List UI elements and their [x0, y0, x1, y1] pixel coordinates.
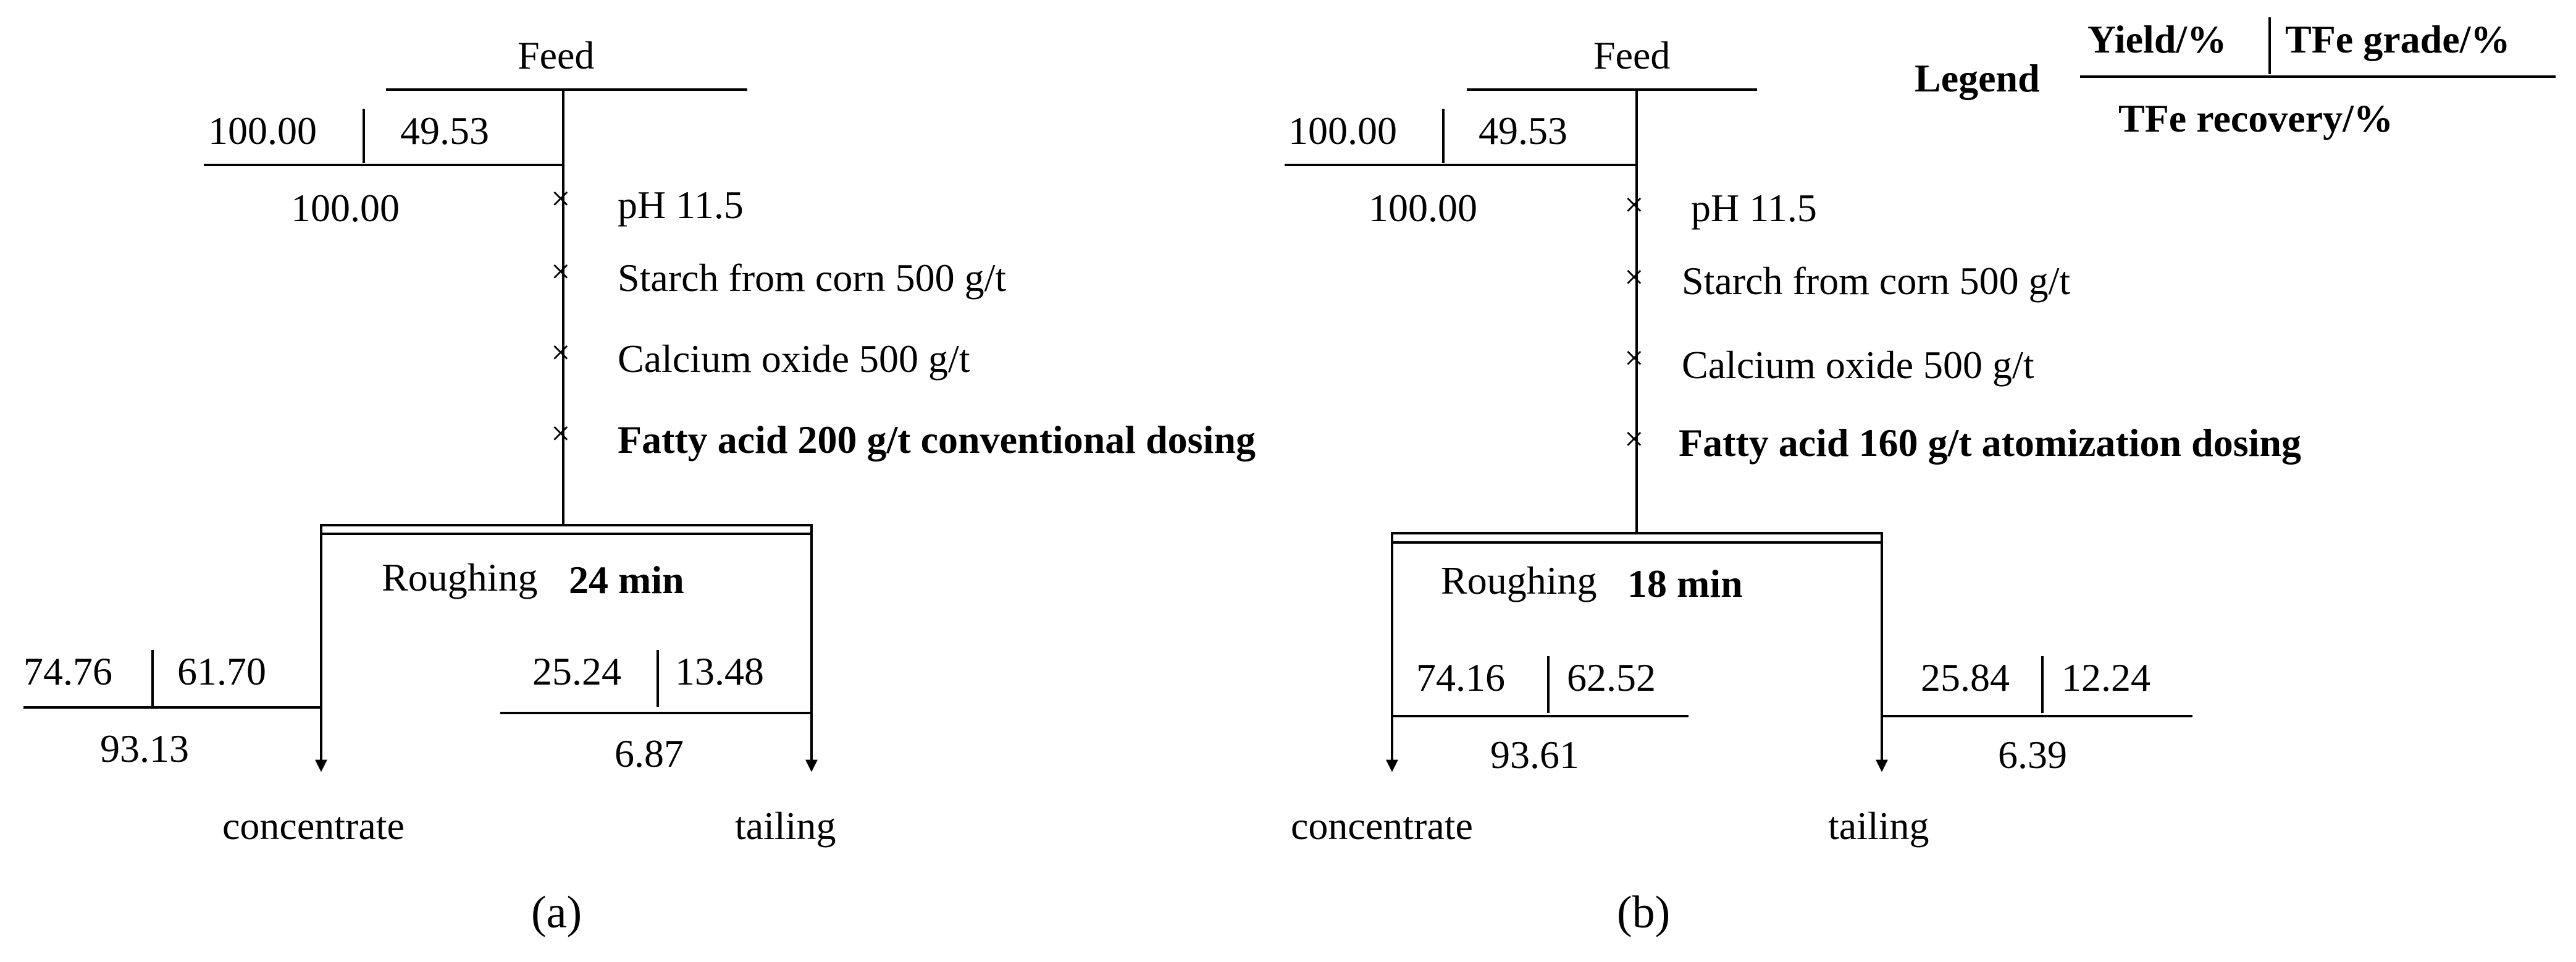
tailing-grade: 13.48 [675, 649, 764, 693]
reagent-marker: × [551, 253, 571, 291]
caption-a: (a) [531, 887, 582, 938]
feed-stream-line [562, 88, 564, 524]
cell-top-line [320, 524, 813, 526]
concentrate-arrow-line [320, 703, 322, 762]
concentrate-yield: 74.76 [23, 649, 112, 693]
reagent-marker: × [551, 180, 571, 218]
tailing-recovery: 6.39 [1998, 733, 2067, 777]
tailing-label: tailing [1828, 804, 1929, 848]
tailing-arrowhead: ▼ [1871, 754, 1892, 777]
reagent-ph: pH 11.5 [618, 183, 744, 227]
concentrate-grade: 62.52 [1567, 656, 1656, 699]
concentrate-value-line [23, 706, 322, 709]
cell-top-line [1391, 541, 1883, 544]
concentrate-arrowhead: ▼ [311, 754, 332, 777]
reagent-marker: × [551, 334, 571, 372]
feed-value-divider [1442, 109, 1445, 163]
reagent-marker: × [1624, 258, 1644, 297]
legend-title: Legend [1915, 56, 2040, 100]
stage-time: 24 min [569, 558, 684, 602]
concentrate-recovery: 93.13 [100, 727, 189, 770]
legend-grade: TFe grade/% [2285, 17, 2511, 61]
concentrate-value-divider [151, 650, 154, 707]
reagent-starch: Starch from corn 500 g/t [1682, 259, 2071, 303]
concentrate-stream-line [320, 524, 322, 703]
feed-grade: 49.53 [1479, 109, 1567, 153]
feed-stream-line [1635, 88, 1638, 532]
concentrate-yield: 74.16 [1416, 656, 1505, 699]
reagent-fatty-acid: Fatty acid 160 g/t atomization dosing [1679, 421, 2301, 465]
reagent-marker: × [1624, 339, 1644, 378]
tailing-yield: 25.24 [532, 649, 621, 693]
tailing-arrowhead: ▼ [801, 754, 822, 777]
tailing-value-divider [2041, 656, 2044, 713]
concentrate-recovery: 93.61 [1490, 733, 1579, 777]
concentrate-value-line [1391, 715, 1689, 717]
feed-recovery: 100.00 [1369, 186, 1477, 230]
feed-label: Feed [1593, 33, 1671, 77]
concentrate-grade: 61.70 [177, 649, 266, 693]
tailing-value-line [500, 712, 812, 714]
concentrate-arrowhead: ▼ [1382, 754, 1403, 777]
reagent-fatty-acid: Fatty acid 200 g/t conventional dosing [618, 418, 1256, 462]
feed-yield: 100.00 [1288, 109, 1397, 153]
feed-line [386, 88, 747, 91]
tailing-stream-line [810, 524, 813, 762]
tailing-stream-line [1881, 532, 1883, 762]
cell-top-line [320, 533, 813, 535]
legend-divider [2268, 17, 2271, 74]
concentrate-label: concentrate [1291, 804, 1473, 848]
feed-yield: 100.00 [208, 109, 317, 153]
concentrate-stream-line [1391, 532, 1393, 762]
tailing-label: tailing [735, 804, 836, 848]
tailing-value-line [1881, 715, 2192, 717]
cell-top-line [1391, 532, 1883, 534]
feed-recovery: 100.00 [291, 186, 400, 230]
reagent-marker: × [551, 415, 571, 453]
feed-value-line [1285, 164, 1637, 166]
reagent-calcium-oxide: Calcium oxide 500 g/t [618, 337, 970, 381]
feed-value-line [204, 164, 563, 166]
legend-recovery: TFe recovery/% [2118, 96, 2393, 140]
concentrate-value-divider [1547, 656, 1550, 713]
stage-label: Roughing [382, 555, 538, 599]
reagent-ph: pH 11.5 [1691, 186, 1817, 230]
tailing-yield: 25.84 [1921, 656, 2010, 699]
tailing-grade: 12.24 [2062, 656, 2150, 699]
reagent-marker: × [1624, 420, 1644, 458]
concentrate-label: concentrate [222, 804, 405, 848]
reagent-calcium-oxide: Calcium oxide 500 g/t [1682, 343, 2034, 387]
stage-time: 18 min [1627, 562, 1743, 605]
tailing-recovery: 6.87 [615, 732, 684, 775]
reagent-marker: × [1624, 186, 1644, 224]
feed-line [1467, 88, 1757, 91]
legend-line [2080, 75, 2556, 78]
feed-value-divider [363, 109, 365, 163]
feed-label: Feed [518, 33, 595, 77]
reagent-starch: Starch from corn 500 g/t [618, 256, 1007, 300]
legend-yield: Yield/% [2087, 17, 2227, 61]
feed-grade: 49.53 [400, 109, 489, 153]
caption-b: (b) [1617, 887, 1671, 938]
tailing-value-divider [657, 650, 659, 707]
stage-label: Roughing [1441, 559, 1597, 602]
